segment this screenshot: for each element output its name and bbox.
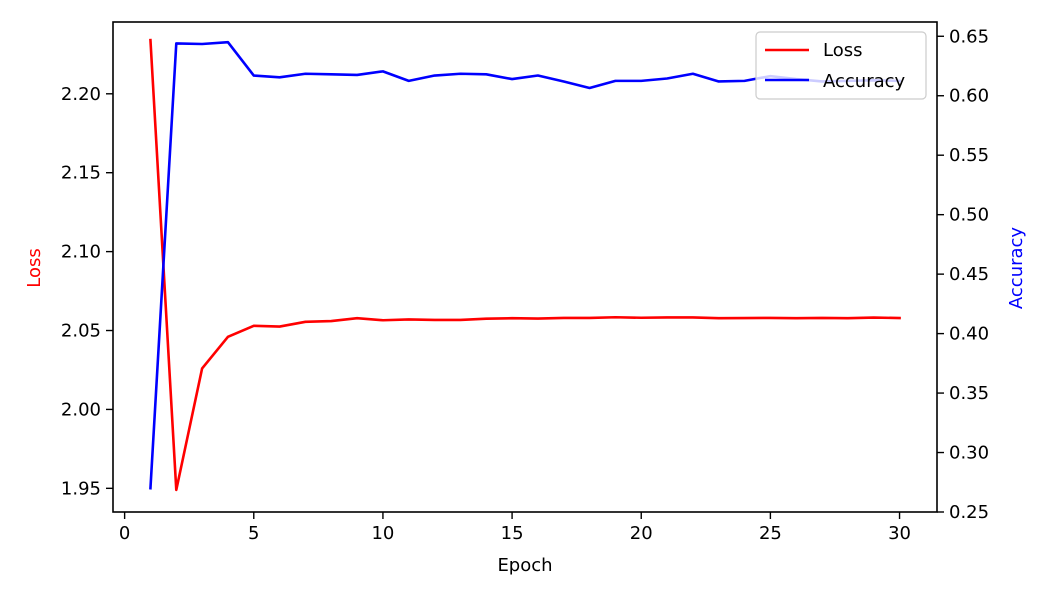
x-tick-label: 0: [119, 523, 130, 544]
right-y-tick-label: 0.50: [949, 205, 989, 226]
right-y-tick-label: 0.55: [949, 145, 989, 166]
legend: Loss Accuracy: [755, 31, 927, 100]
left-y-tick-label: 2.05: [61, 321, 101, 342]
right-y-tick-label: 0.45: [949, 264, 989, 285]
left-y-tick-label: 2.15: [61, 163, 101, 184]
legend-label-accuracy: Accuracy: [823, 71, 906, 92]
left-y-tick-label: 1.95: [61, 478, 101, 499]
right-y-axis-label: Accuracy: [1006, 227, 1027, 310]
right-y-tick-label: 0.30: [949, 443, 989, 464]
right-y-tick-label: 0.40: [949, 324, 989, 345]
series-lines: [149, 38, 901, 492]
plot-frame: [112, 21, 938, 513]
series-line-accuracy: [149, 40, 901, 490]
x-tick-label: 30: [888, 523, 911, 544]
x-axis-ticks: 0 5 10 15 20 25 30: [119, 512, 911, 544]
x-tick-label: 25: [759, 523, 782, 544]
legend-label-loss: Loss: [823, 40, 862, 61]
left-y-tick-label: 2.20: [61, 84, 101, 105]
left-y-axis-label: Loss: [24, 248, 45, 287]
right-y-tick-label: 0.35: [949, 383, 989, 404]
right-y-tick-label: 0.65: [949, 26, 989, 47]
x-tick-label: 5: [248, 523, 259, 544]
x-axis-label: Epoch: [497, 555, 552, 576]
x-tick-label: 10: [371, 523, 394, 544]
right-y-axis-ticks: 0.25 0.30 0.35 0.40 0.45 0.50 0.55 0.60 0.65: [937, 26, 989, 523]
x-tick-label: 15: [501, 523, 524, 544]
right-y-tick-label: 0.60: [949, 86, 989, 107]
left-y-tick-label: 2.10: [61, 242, 101, 263]
left-y-tick-label: 2.00: [61, 399, 101, 420]
right-y-tick-label: 0.25: [949, 502, 989, 523]
x-tick-label: 20: [630, 523, 653, 544]
series-line-loss: [149, 38, 901, 492]
left-y-axis-ticks: 1.95 2.00 2.05 2.10 2.15 2.20: [61, 84, 113, 499]
